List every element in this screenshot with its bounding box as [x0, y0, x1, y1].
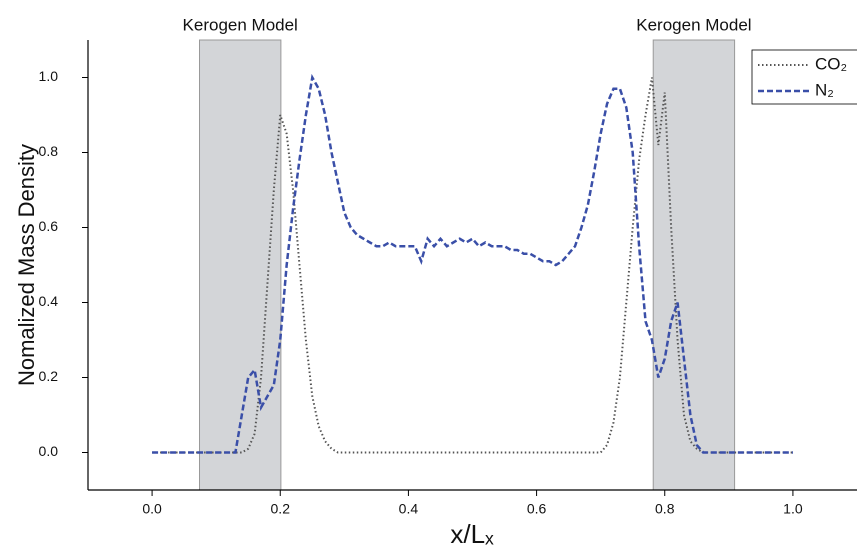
y-tick-label: 0.4 [39, 293, 59, 309]
x-tick-label: 0.4 [399, 501, 419, 517]
y-tick-label: 0.2 [39, 368, 59, 384]
region-label: Kerogen Model [636, 15, 751, 34]
x-tick-label: 0.2 [271, 501, 291, 517]
y-tick-label: 0.6 [39, 218, 59, 234]
x-tick-label: 0.0 [142, 501, 162, 517]
y-axis-label: Nomalized Mass Density [14, 144, 39, 386]
legend-label: CO₂ [815, 54, 847, 73]
series-line [152, 73, 793, 454]
y-tick-label: 1.0 [39, 68, 59, 84]
x-axis-label: x/Lₓ [450, 519, 494, 549]
legend-box [751, 49, 857, 105]
shaded-region [652, 39, 736, 491]
region-label: Kerogen Model [183, 15, 298, 34]
y-tick-label: 0.8 [39, 143, 59, 159]
x-tick-label: 0.8 [655, 501, 675, 517]
series-line [152, 77, 793, 454]
shaded-region [199, 39, 282, 491]
x-tick-label: 1.0 [783, 501, 803, 517]
legend-label: N₂ [815, 80, 834, 99]
y-tick-label: 0.0 [39, 443, 59, 459]
x-tick-label: 0.6 [527, 501, 547, 517]
